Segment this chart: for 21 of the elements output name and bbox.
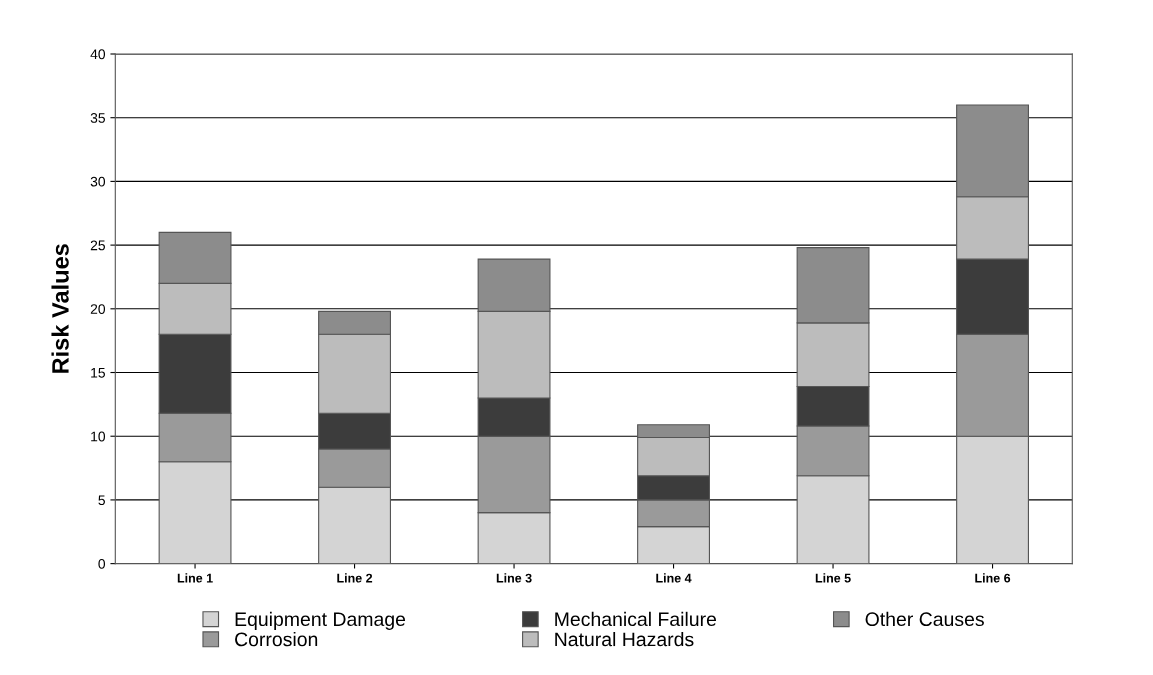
x-tick-label: Line 5 [815,573,851,583]
y-tick-label: 20 [90,304,106,314]
x-tick-label: Line 3 [496,573,532,583]
x-tick-label: Line 1 [177,573,213,583]
y-tick-label: 25 [90,240,105,251]
legend-label: Natural Hazards [555,631,694,647]
legend-label: Mechanical Failure [555,611,717,627]
legend-label: Equipment Damage [235,611,406,630]
y-axis-title: Risk Values [51,244,69,373]
legend-label: Corrosion [235,631,318,647]
x-tick-label: Line 6 [975,573,1011,583]
y-tick-label: 15 [91,367,105,378]
y-tick-label: 0 [98,558,106,569]
legend-label: Other Causes [865,611,984,627]
x-tick-label: Line 2 [337,573,373,583]
y-tick-label: 35 [90,113,105,123]
y-tick-label: 10 [91,431,106,442]
x-tick-label: Line 4 [656,573,692,583]
y-tick-label: 40 [90,49,106,60]
y-tick-label: 5 [98,495,105,506]
y-tick-label: 30 [90,176,106,187]
